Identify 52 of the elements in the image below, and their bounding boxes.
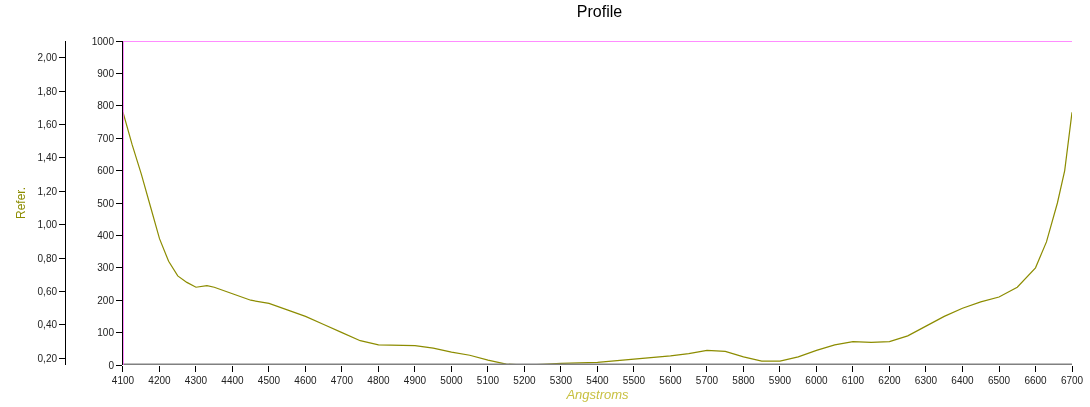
y2-tick-label: 2,00 [37, 52, 58, 64]
x-tick-label: 6200 [878, 375, 902, 386]
y-tick-label: 700 [97, 132, 115, 144]
x-tick-label: 4700 [330, 375, 354, 386]
x-axis-title: Angstroms [565, 386, 630, 402]
x-tick-label: 5800 [732, 375, 756, 386]
x-tick-label: 5300 [549, 375, 573, 386]
x-tick-label: 5000 [440, 375, 464, 386]
x-tick-label: 6600 [1024, 375, 1048, 386]
x-tick-label: 5500 [622, 375, 646, 386]
x-tick-label: 4300 [184, 375, 208, 386]
y-tick-label: 500 [97, 197, 115, 209]
y2-tick-label: 1,20 [37, 185, 58, 197]
x-tick-label: 6100 [841, 375, 865, 386]
x-tick-label: 5100 [476, 375, 500, 386]
x-tick-label: 6700 [1060, 375, 1084, 386]
y-tick-label: 900 [97, 67, 115, 79]
x-tick-label: 4600 [294, 375, 318, 386]
x-tick-label: 4500 [257, 375, 281, 386]
x-tick-label: 4800 [367, 375, 391, 386]
y2-tick-label: 0,60 [37, 286, 58, 298]
x-tick-label: 5700 [695, 375, 719, 386]
chart-title: Profile [576, 3, 623, 21]
x-tick-label: 5200 [513, 375, 537, 386]
y2-tick-label: 1,40 [37, 152, 58, 164]
y2-tick-label: 0,80 [37, 252, 58, 264]
x-tick-label: 4900 [403, 375, 427, 386]
y-tick-label: 400 [97, 229, 115, 241]
y-tick-label: 300 [97, 262, 115, 274]
x-tick-label: 5600 [659, 375, 683, 386]
x-tick-label: 6500 [987, 375, 1011, 386]
x-tick-label: 5400 [586, 375, 610, 386]
y-tick-label: 0 [108, 359, 115, 371]
x-tick-label: 4100 [111, 375, 135, 386]
y2-tick-label: 0,20 [37, 352, 58, 364]
y-tick-label: 600 [97, 165, 115, 177]
line-series [122, 111, 1072, 365]
y-tick-label: 200 [97, 294, 115, 306]
y2-axis-title: Refer. [13, 186, 28, 220]
y-tick-label: 800 [97, 100, 115, 112]
y2-tick-label: 1,00 [37, 219, 58, 231]
y2-tick-label: 1,60 [37, 119, 58, 131]
x-tick-label: 5900 [768, 375, 792, 386]
y-tick-label: 100 [97, 327, 115, 339]
x-tick-label: 4200 [148, 375, 172, 386]
x-tick-label: 6300 [914, 375, 938, 386]
y2-tick-label: 0,40 [37, 319, 58, 331]
y2-tick-label: 1,80 [37, 85, 58, 97]
x-tick-label: 6000 [805, 375, 829, 386]
x-tick-label: 4400 [221, 375, 245, 386]
y-tick-label: 1000 [91, 35, 115, 47]
x-tick-label: 6400 [951, 375, 975, 386]
